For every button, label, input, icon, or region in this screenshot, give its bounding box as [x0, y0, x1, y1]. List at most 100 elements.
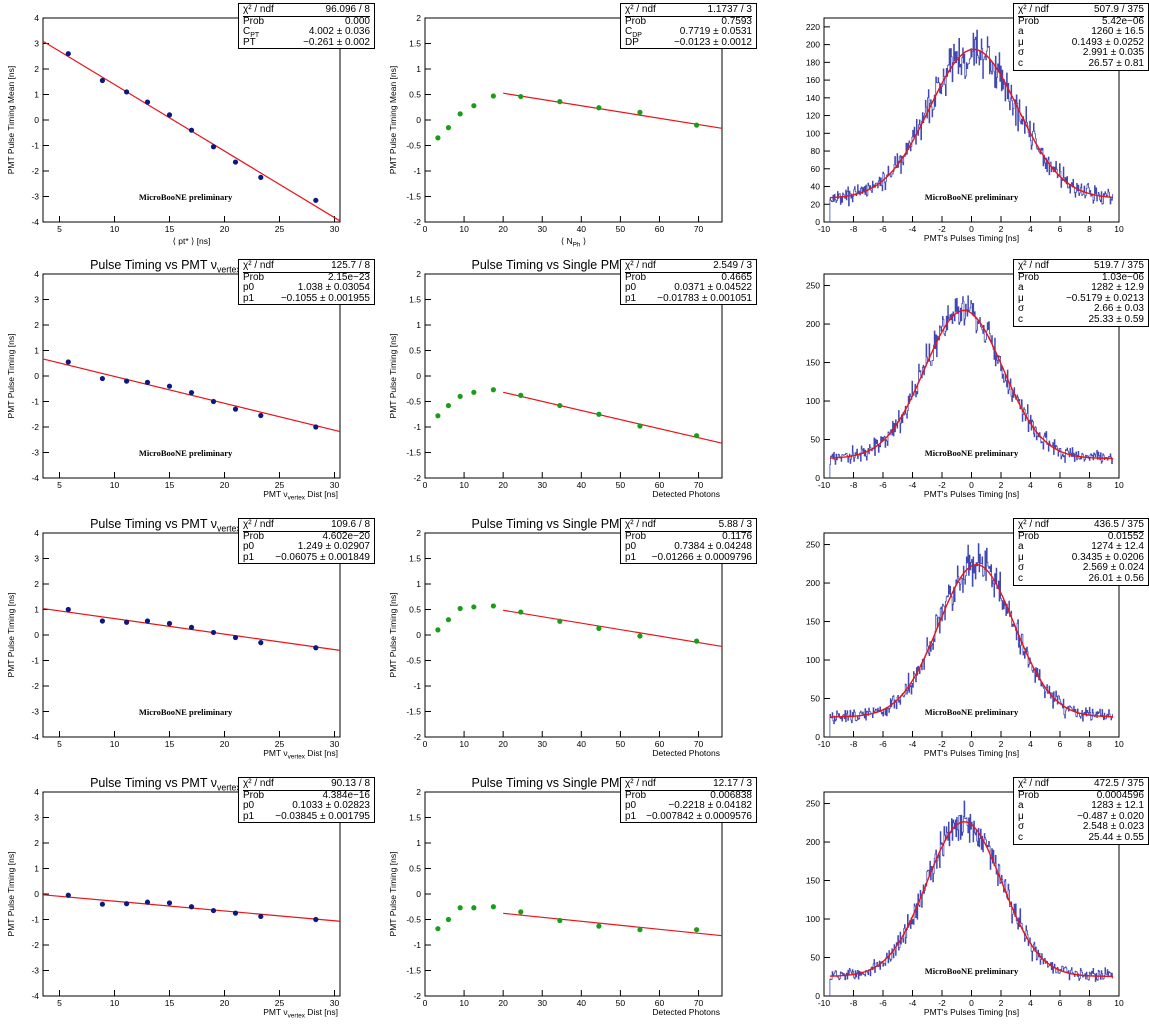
stats-key: a	[1018, 541, 1024, 553]
fit-stats-box: χ² / ndf 472.5 / 375 Prob 0.0004596 a 1283 ± …	[1013, 777, 1149, 845]
stats-row: p0 0.0371 ± 0.04522	[625, 283, 752, 294]
x-tick-label: 15	[165, 739, 175, 749]
stats-row: Prob 0.1176	[625, 531, 752, 543]
y-tick-label: -1	[413, 681, 421, 691]
chart-panel-6: -10 -8 -6 -4 -2 0 2 4 6 8 10 0 50 100 150 200 250 PMT's P…	[766, 256, 1149, 506]
stats-row: μ −0.5179 ± 0.0213	[1018, 293, 1144, 305]
y-tick-label: 80	[811, 146, 821, 156]
y-tick-label: -2	[413, 732, 421, 742]
gauss-fit-curve	[829, 309, 1114, 460]
data-point	[557, 99, 563, 105]
stats-key: p0	[243, 282, 255, 294]
data-point	[596, 625, 602, 631]
stats-key: σ	[1018, 562, 1025, 574]
stats-row: Prob 0.000	[243, 16, 370, 28]
y-tick-label: 250	[806, 799, 820, 809]
stats-row: χ² / ndf 109.6 / 8	[243, 519, 370, 532]
x-tick-label: 10	[1114, 480, 1124, 490]
stats-value: −0.487 ± 0.020	[1077, 810, 1144, 822]
stats-row: p1 −0.01783 ± 0.001051	[625, 293, 752, 305]
x-tick-label: 60	[655, 480, 665, 490]
chart-panel-9: -10 -8 -6 -4 -2 0 2 4 6 8 10 0 50 100 150 200 250 PMT's P…	[766, 515, 1149, 765]
stats-key: μ	[1018, 36, 1024, 48]
data-point	[99, 77, 105, 84]
y-tick-label: 50	[811, 953, 821, 963]
x-tick-label: 8	[1087, 224, 1092, 234]
data-point	[445, 916, 452, 923]
x-tick-label: 20	[498, 224, 508, 234]
stats-value: 519.7 / 375	[1093, 260, 1144, 271]
x-tick-label: -6	[879, 998, 887, 1008]
x-tick-label: 4	[1028, 739, 1033, 749]
stats-key: c	[1018, 313, 1023, 325]
y-tick-label: 4	[34, 787, 39, 797]
x-tick-label: 20	[220, 998, 230, 1008]
x-tick-label: -10	[818, 998, 831, 1008]
chart-svg-4: 5 10 15 20 25 30 -4 -3 -2 -1 0 1 2 3 4 PMT νvertex Dist…	[6, 269, 341, 502]
preliminary-annotation: MicroBooNE preliminary	[925, 966, 1019, 976]
x-tick-label: 20	[498, 739, 508, 749]
data-point	[435, 135, 441, 141]
stats-key: χ² / ndf	[243, 778, 274, 789]
stats-key: p0	[243, 800, 255, 812]
y-tick-label: -3	[31, 707, 39, 717]
x-tick-label: -4	[909, 224, 917, 234]
y-tick-label: -3	[31, 966, 39, 976]
x-tick-label: 10	[1114, 739, 1124, 749]
stats-key: χ² / ndf	[243, 4, 274, 15]
y-tick-label: 2	[416, 13, 421, 23]
y-tick-label: 140	[806, 93, 820, 103]
y-tick-label: 50	[811, 435, 821, 445]
stats-key: χ² / ndf	[1018, 260, 1049, 271]
data-point	[518, 392, 524, 398]
x-tick-label: 0	[969, 739, 974, 749]
x-tick-label: -4	[909, 739, 917, 749]
stats-row: Prob 5.42e−06	[1018, 16, 1144, 28]
x-tick-label: -2	[938, 480, 946, 490]
x-tick-label: 10	[110, 739, 120, 749]
stats-row: Prob 0.01552	[1018, 531, 1144, 543]
x-tick-label: 20	[220, 224, 230, 234]
y-tick-label: 200	[806, 837, 820, 847]
stats-value: 5.88 / 3	[718, 519, 752, 530]
y-tick-label: -0.5	[406, 915, 421, 925]
stats-row: χ² / ndf 96.096 / 8	[243, 4, 370, 17]
data-point	[124, 901, 130, 907]
stats-row: χ² / ndf 2.549 / 3	[625, 260, 752, 273]
preliminary-annotation: MicroBooNE preliminary	[139, 192, 233, 202]
fit-stats-box: χ² / ndf 436.5 / 375 Prob 0.01552 a 1274 ± 12…	[1013, 518, 1149, 586]
y-tick-label: 250	[806, 281, 820, 291]
stats-row: p0 −0.2218 ± 0.04182	[625, 801, 752, 812]
x-tick-label: 25	[275, 998, 285, 1008]
x-tick-label: 50	[616, 224, 626, 234]
stats-key: χ² / ndf	[625, 260, 656, 271]
x-tick-label: 30	[330, 739, 340, 749]
y-tick-label: -1.5	[406, 192, 421, 202]
x-tick-label: 0	[969, 224, 974, 234]
stats-row: σ 2.569 ± 0.024	[1018, 563, 1144, 574]
data-point	[457, 905, 463, 911]
stats-value: −0.01266 ± 0.0009796	[651, 551, 752, 563]
chart-panel-5: 0 10 20 30 40 50 60 70 -2 -1.5 -1 -0.5 0 0.5 1 1.5 2 Dete…	[382, 256, 764, 506]
data-point	[258, 913, 264, 920]
y-tick-label: 0.5	[409, 864, 421, 874]
stats-row: DP −0.0123 ± 0.0012	[625, 37, 752, 49]
stats-row: μ 0.1493 ± 0.0252	[1018, 36, 1144, 49]
stats-value: 0.7593	[721, 15, 752, 27]
chart-panel-3: -10 -8 -6 -4 -2 0 2 4 6 8 10 0 20 40 60 80 100 120 140 160 1…	[766, 0, 1149, 250]
data-point	[471, 905, 477, 911]
data-point	[188, 389, 195, 396]
chart-svg-11: 0 10 20 30 40 50 60 70 -2 -1.5 -1 -0.5 0 0.5 1 1.5 2 Dete…	[388, 787, 723, 1017]
y-tick-label: -4	[31, 217, 39, 227]
stats-value: 125.7 / 8	[331, 260, 370, 271]
data-point	[144, 618, 151, 624]
stats-value: 12.17 / 3	[713, 778, 752, 789]
stats-value: −0.007842 ± 0.0009576	[646, 810, 752, 822]
x-tick-label: 60	[655, 739, 665, 749]
y-tick-label: 0	[815, 217, 820, 227]
x-tick-label: 5	[57, 480, 62, 490]
x-tick-label: 30	[330, 998, 340, 1008]
y-tick-label: 3	[34, 295, 39, 305]
